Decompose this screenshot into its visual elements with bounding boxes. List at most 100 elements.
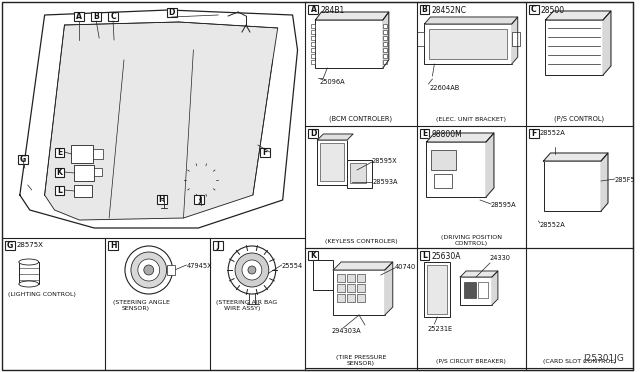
Circle shape xyxy=(532,215,538,221)
Text: B: B xyxy=(422,5,428,14)
Text: A: A xyxy=(76,12,83,21)
Bar xyxy=(428,265,447,314)
Bar xyxy=(383,42,387,46)
Circle shape xyxy=(364,324,370,330)
Circle shape xyxy=(550,137,561,147)
Circle shape xyxy=(557,183,570,195)
Circle shape xyxy=(125,246,173,294)
Bar xyxy=(426,142,486,197)
Polygon shape xyxy=(601,153,608,211)
Bar xyxy=(166,265,175,275)
Text: D: D xyxy=(168,8,175,17)
Text: (P/S CIRCUIT BREAKER): (P/S CIRCUIT BREAKER) xyxy=(436,359,506,364)
Bar xyxy=(383,54,387,58)
Text: 25630A: 25630A xyxy=(431,252,461,261)
Bar xyxy=(435,174,452,188)
Text: J: J xyxy=(198,195,201,204)
Bar xyxy=(417,32,424,46)
Text: D: D xyxy=(310,129,317,138)
Bar xyxy=(337,284,345,292)
Circle shape xyxy=(131,252,166,288)
Text: 28452NC: 28452NC xyxy=(431,6,467,15)
Bar xyxy=(72,145,93,163)
Bar xyxy=(312,30,316,34)
Text: G: G xyxy=(7,241,13,250)
Bar xyxy=(312,60,316,64)
Circle shape xyxy=(242,260,262,280)
Bar xyxy=(74,165,94,181)
Bar xyxy=(108,241,118,250)
Bar xyxy=(357,284,365,292)
Text: C: C xyxy=(531,5,536,14)
Circle shape xyxy=(428,75,435,81)
Bar xyxy=(460,277,492,305)
Text: 98800M: 98800M xyxy=(431,130,462,139)
Bar xyxy=(431,150,456,170)
Text: E: E xyxy=(422,129,427,138)
Text: G: G xyxy=(20,155,26,164)
Ellipse shape xyxy=(25,180,38,185)
Polygon shape xyxy=(45,22,278,220)
Text: 28595A: 28595A xyxy=(491,202,516,208)
Text: 28552A: 28552A xyxy=(540,222,565,228)
Text: H: H xyxy=(110,241,116,250)
Bar xyxy=(195,195,204,204)
Polygon shape xyxy=(20,10,298,228)
Text: L: L xyxy=(422,251,427,260)
Bar xyxy=(420,251,429,260)
Text: 28593A: 28593A xyxy=(373,179,399,185)
Bar xyxy=(312,48,316,52)
Bar xyxy=(383,36,387,40)
Polygon shape xyxy=(486,133,494,197)
Text: 294303A: 294303A xyxy=(332,328,361,334)
Text: (STEERING ANGLE: (STEERING ANGLE xyxy=(113,300,170,305)
Text: A: A xyxy=(310,5,316,14)
Circle shape xyxy=(552,177,575,201)
Bar xyxy=(347,294,355,302)
Text: 40740: 40740 xyxy=(395,264,416,270)
Text: (BCM CONTROLER): (BCM CONTROLER) xyxy=(330,115,392,122)
Text: (DRIVING POSITION: (DRIVING POSITION xyxy=(440,235,502,240)
Polygon shape xyxy=(545,11,611,20)
Text: J25301JG: J25301JG xyxy=(584,354,625,363)
Text: 25554: 25554 xyxy=(282,263,303,269)
Bar xyxy=(529,5,538,14)
Bar xyxy=(93,149,103,159)
Text: H: H xyxy=(159,195,165,204)
Bar xyxy=(420,129,429,138)
Bar xyxy=(545,20,603,75)
Text: 28500: 28500 xyxy=(541,6,564,15)
Text: 28575X: 28575X xyxy=(17,242,44,248)
Circle shape xyxy=(146,165,182,201)
Circle shape xyxy=(248,266,256,274)
Bar xyxy=(312,42,316,46)
Text: 25096A: 25096A xyxy=(319,79,345,85)
Text: 25231E: 25231E xyxy=(428,326,452,332)
Bar xyxy=(54,186,65,195)
Text: (TIRE PRESSURE: (TIRE PRESSURE xyxy=(336,355,386,360)
Bar xyxy=(308,251,318,260)
Bar xyxy=(357,294,365,302)
Bar xyxy=(347,160,372,188)
Bar xyxy=(312,36,316,40)
Polygon shape xyxy=(316,12,388,20)
Bar xyxy=(347,274,355,282)
Text: K: K xyxy=(310,251,316,260)
Bar xyxy=(54,168,65,177)
Ellipse shape xyxy=(19,281,38,287)
Polygon shape xyxy=(460,271,498,277)
Text: SENSOR): SENSOR) xyxy=(347,361,375,366)
Bar xyxy=(108,12,118,21)
Bar xyxy=(357,274,365,282)
Circle shape xyxy=(191,169,212,191)
Circle shape xyxy=(235,253,269,287)
Polygon shape xyxy=(317,134,353,140)
Bar xyxy=(478,282,488,298)
Text: 22604AB: 22604AB xyxy=(429,85,460,91)
Text: (P/S CONTROL): (P/S CONTROL) xyxy=(554,115,604,122)
Text: 24330: 24330 xyxy=(490,255,511,261)
Bar xyxy=(543,161,601,211)
Text: C: C xyxy=(110,12,116,21)
Polygon shape xyxy=(426,133,494,142)
Polygon shape xyxy=(333,262,393,270)
